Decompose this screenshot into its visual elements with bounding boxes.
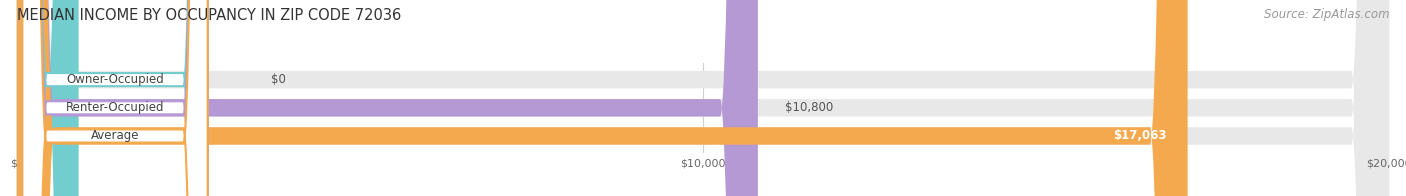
FancyBboxPatch shape (17, 0, 79, 196)
FancyBboxPatch shape (22, 0, 208, 196)
FancyBboxPatch shape (17, 0, 1389, 196)
Text: Owner-Occupied: Owner-Occupied (66, 73, 165, 86)
Text: Average: Average (91, 130, 139, 142)
FancyBboxPatch shape (17, 0, 1389, 196)
Text: $0: $0 (271, 73, 285, 86)
FancyBboxPatch shape (22, 0, 208, 196)
Text: MEDIAN INCOME BY OCCUPANCY IN ZIP CODE 72036: MEDIAN INCOME BY OCCUPANCY IN ZIP CODE 7… (17, 8, 401, 23)
Text: $17,063: $17,063 (1114, 130, 1167, 142)
FancyBboxPatch shape (17, 0, 1188, 196)
FancyBboxPatch shape (22, 0, 208, 196)
Text: $10,800: $10,800 (786, 101, 834, 114)
FancyBboxPatch shape (17, 0, 758, 196)
FancyBboxPatch shape (17, 0, 1389, 196)
Text: Source: ZipAtlas.com: Source: ZipAtlas.com (1264, 8, 1389, 21)
Text: Renter-Occupied: Renter-Occupied (66, 101, 165, 114)
